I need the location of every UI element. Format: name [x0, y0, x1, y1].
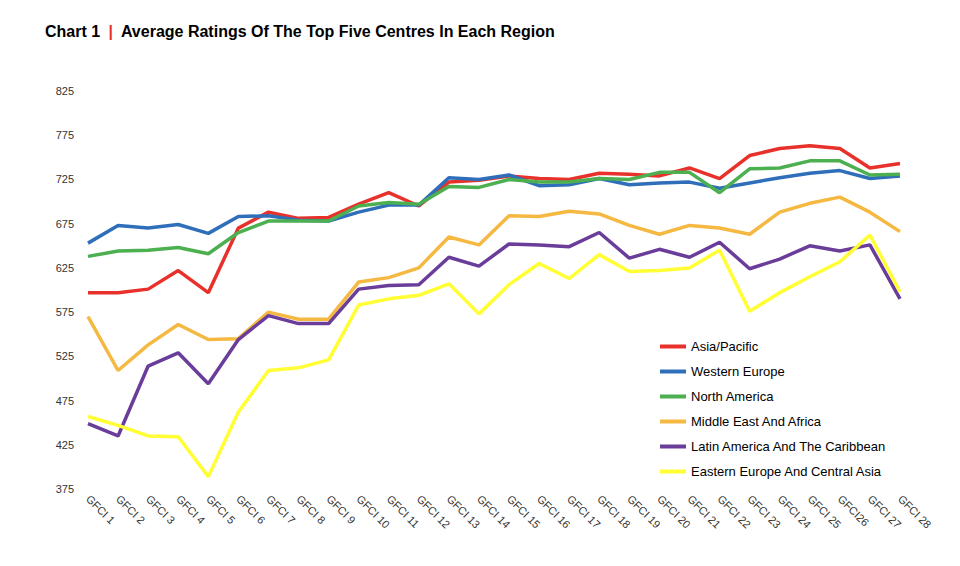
- svg-text:GFCI 13: GFCI 13: [444, 492, 483, 531]
- svg-text:GFCI 21: GFCI 21: [685, 492, 724, 531]
- svg-text:GFCI 14: GFCI 14: [474, 492, 513, 531]
- svg-text:GFCI 19: GFCI 19: [625, 492, 663, 531]
- svg-text:Asia/Pacific: Asia/Pacific: [691, 339, 759, 354]
- svg-text:GFCI 24: GFCI 24: [775, 492, 814, 531]
- svg-text:GFCI26: GFCI26: [836, 493, 872, 529]
- svg-text:775: 775: [56, 129, 74, 141]
- svg-text:GFCI 20: GFCI 20: [655, 492, 693, 531]
- svg-text:GFCI 25: GFCI 25: [805, 492, 844, 531]
- svg-text:375: 375: [56, 483, 74, 495]
- svg-text:825: 825: [56, 85, 74, 97]
- svg-text:GFCI 27: GFCI 27: [865, 492, 904, 531]
- svg-text:GFCI 28: GFCI 28: [896, 493, 934, 531]
- svg-text:GFCI 17: GFCI 17: [564, 492, 603, 531]
- svg-text:GFCI 11: GFCI 11: [384, 492, 422, 530]
- svg-text:GFCI 7: GFCI 7: [264, 493, 298, 527]
- svg-text:|: |: [109, 23, 113, 40]
- svg-text:GFCI 22: GFCI 22: [715, 492, 754, 531]
- svg-text:GFCI 3: GFCI 3: [144, 493, 178, 527]
- svg-text:GFCI 16: GFCI 16: [534, 492, 573, 531]
- svg-text:GFCI 1: GFCI 1: [84, 493, 118, 527]
- svg-text:625: 625: [56, 262, 74, 274]
- svg-text:GFCI 10: GFCI 10: [354, 492, 393, 531]
- svg-text:725: 725: [56, 173, 74, 185]
- svg-text:Chart 1: Chart 1: [45, 23, 105, 40]
- svg-text:475: 475: [56, 395, 74, 407]
- svg-text:525: 525: [56, 350, 74, 362]
- svg-text:GFCI 2: GFCI 2: [114, 493, 148, 527]
- svg-text:North America: North America: [691, 389, 774, 404]
- svg-text:Eastern Europe And Central Asi: Eastern Europe And Central Asia: [691, 464, 882, 479]
- svg-text:GFCI 5: GFCI 5: [204, 493, 238, 527]
- svg-text:GFCI 6: GFCI 6: [234, 493, 268, 527]
- svg-text:Latin America And The Caribbea: Latin America And The Caribbean: [691, 439, 885, 454]
- svg-text:675: 675: [56, 218, 74, 230]
- svg-text:GFCI 18: GFCI 18: [595, 492, 633, 531]
- svg-text:GFCI 23: GFCI 23: [745, 492, 784, 531]
- svg-text:GFCI 8: GFCI 8: [294, 493, 328, 527]
- svg-text:GFCI 9: GFCI 9: [324, 493, 358, 527]
- svg-text:Western Europe: Western Europe: [691, 364, 785, 379]
- svg-text:Middle East And Africa: Middle East And Africa: [691, 414, 822, 429]
- svg-text:425: 425: [56, 439, 74, 451]
- svg-text:GFCI 4: GFCI 4: [174, 493, 208, 527]
- svg-text:GFCI 15: GFCI 15: [504, 492, 543, 531]
- svg-text:575: 575: [56, 306, 74, 318]
- svg-text:GFCI 12: GFCI 12: [414, 492, 453, 531]
- svg-text:Average Ratings Of The Top Fiv: Average Ratings Of The Top Five Centres …: [117, 23, 555, 40]
